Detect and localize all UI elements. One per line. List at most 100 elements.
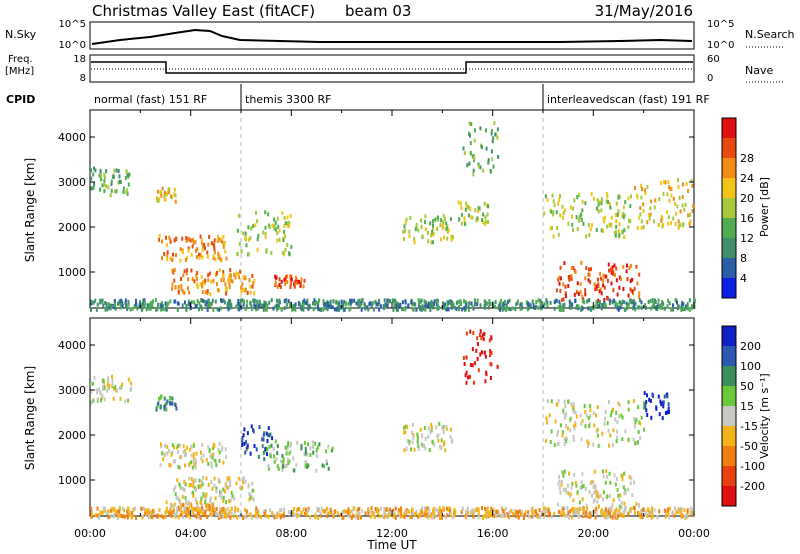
range-gate-cell: [369, 301, 372, 306]
range-gate-cell: [499, 307, 501, 312]
range-gate-cell: [292, 456, 295, 461]
range-gate-cell: [353, 506, 356, 511]
range-gate-cell: [684, 202, 687, 207]
range-gate-cell: [348, 511, 351, 516]
range-gate-cell: [256, 247, 259, 252]
range-gate-cell: [643, 405, 645, 410]
range-gate-cell: [165, 304, 168, 309]
range-gate-cell: [206, 506, 209, 511]
range-gate-cell: [436, 215, 439, 220]
range-gate-cell: [253, 291, 256, 296]
range-gate-cell: [615, 224, 618, 229]
range-gate-cell: [542, 514, 545, 519]
colorbar-swatch: [722, 426, 736, 447]
nsky-tick-low: 10^0: [59, 40, 86, 51]
colorbar-tick-label: -50: [740, 440, 758, 453]
range-gate-cell: [222, 506, 225, 511]
range-gate-cell: [439, 223, 442, 228]
range-gate-cell: [127, 377, 130, 382]
range-gate-cell: [604, 480, 607, 485]
range-gate-cell: [324, 302, 327, 306]
range-gate-cell: [198, 478, 201, 483]
range-gate-cell: [245, 440, 247, 445]
range-gate-cell: [480, 145, 483, 150]
range-gate-cell: [572, 434, 575, 439]
range-gate-cell: [590, 192, 593, 197]
range-gate-cell: [595, 206, 598, 211]
range-gate-cell: [407, 509, 410, 514]
range-gate-cell: [572, 437, 575, 442]
range-gate-cell: [181, 510, 184, 515]
range-gate-cell: [215, 282, 218, 287]
range-gate-cell: [569, 205, 572, 210]
range-gate-cell: [473, 138, 476, 143]
range-gate-cell: [499, 304, 502, 309]
range-gate-cell: [321, 463, 324, 468]
range-gate-cell: [286, 215, 289, 220]
range-gate-cell: [96, 388, 99, 393]
range-gate-cell: [588, 424, 591, 429]
range-gate-cell: [194, 506, 197, 511]
range-gate-cell: [592, 411, 595, 416]
range-gate-cell: [600, 276, 602, 281]
range-gate-cell: [218, 493, 221, 498]
range-gate-cell: [680, 307, 683, 312]
range-gate-cell: [602, 474, 605, 479]
range-gate-cell: [271, 510, 274, 515]
range-gate-cell: [666, 304, 669, 309]
range-gate-cell: [250, 424, 253, 429]
range-gate-cell: [122, 189, 125, 194]
range-gate-cell: [110, 188, 113, 193]
range-gate-cell: [216, 270, 218, 275]
range-gate-cell: [572, 410, 575, 415]
range-gate-cell: [649, 399, 652, 403]
range-gate-cell: [614, 515, 617, 520]
range-gate-cell: [112, 174, 115, 179]
range-gate-cell: [581, 497, 584, 502]
range-gate-cell: [649, 299, 652, 304]
range-gate-cell: [338, 300, 341, 305]
range-gate-cell: [183, 269, 186, 274]
range-gate-cell: [410, 515, 413, 519]
range-gate-cell: [404, 220, 407, 225]
range-gate-cell: [469, 329, 472, 334]
range-gate-cell: [124, 300, 127, 305]
range-gate-cell: [598, 289, 601, 294]
range-gate-cell: [674, 298, 677, 303]
range-gate-cell: [312, 440, 315, 445]
range-gate-cell: [494, 132, 497, 137]
range-gate-cell: [169, 239, 172, 244]
range-gate-cell: [284, 299, 286, 304]
range-gate-cell: [408, 439, 411, 444]
range-gate-cell: [235, 304, 238, 309]
range-gate-cell: [327, 466, 330, 471]
range-gate-cell: [584, 424, 587, 429]
range-gate-cell: [248, 278, 251, 283]
range-gate-cell: [463, 151, 466, 156]
range-gate-cell: [578, 192, 580, 197]
range-gate-cell: [443, 507, 446, 512]
range-gate-cell: [264, 225, 267, 230]
range-gate-cell: [540, 510, 543, 515]
range-gate-cell: [690, 511, 693, 515]
range-gate-cell: [267, 426, 270, 431]
range-gate-cell: [647, 511, 650, 516]
range-gate-cell: [302, 307, 305, 312]
range-gate-cell: [575, 215, 578, 220]
range-gate-cell: [212, 442, 215, 447]
range-gate-cell: [249, 496, 252, 500]
range-gate-cell: [240, 249, 243, 254]
range-gate-cell: [485, 128, 487, 133]
range-gate-cell: [340, 302, 343, 306]
range-gate-cell: [492, 164, 495, 169]
range-gate-cell: [430, 233, 433, 238]
range-gate-cell: [218, 513, 221, 518]
y-tick-label: 3000: [58, 176, 86, 189]
range-gate-cell: [436, 304, 439, 309]
range-gate-cell: [101, 510, 104, 515]
range-gate-cell: [567, 284, 570, 288]
range-gate-cell: [612, 498, 615, 503]
range-gate-cell: [673, 506, 676, 511]
freq-panel: Freq. [MHz] 18 8 60 0 Nave: [5, 54, 785, 84]
velocity-ylabel: Slant Range [km]: [23, 366, 37, 470]
